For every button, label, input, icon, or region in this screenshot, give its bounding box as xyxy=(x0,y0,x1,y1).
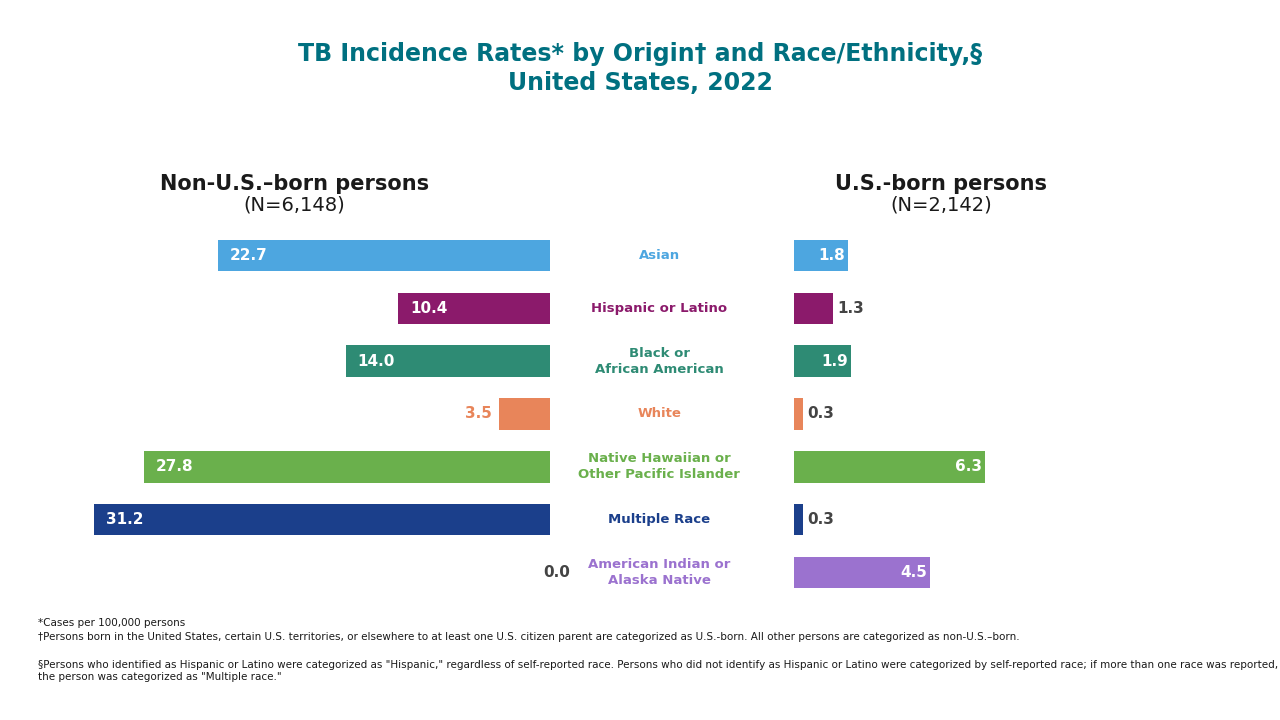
Text: 0.0: 0.0 xyxy=(543,565,570,580)
Text: Native Hawaiian or
Other Pacific Islander: Native Hawaiian or Other Pacific Islande… xyxy=(579,452,740,481)
Text: 31.2: 31.2 xyxy=(106,512,143,527)
Text: 3.5: 3.5 xyxy=(465,407,492,421)
Text: 1.9: 1.9 xyxy=(822,354,849,369)
Text: 1.3: 1.3 xyxy=(837,301,864,316)
Text: Non-U.S.–born persons: Non-U.S.–born persons xyxy=(160,174,429,194)
Text: U.S.-born persons: U.S.-born persons xyxy=(835,174,1047,194)
Text: TB Incidence Rates* by Origin† and Race/Ethnicity,§: TB Incidence Rates* by Origin† and Race/… xyxy=(298,42,982,66)
Bar xyxy=(794,451,986,482)
Bar xyxy=(794,292,833,324)
Bar xyxy=(398,292,550,324)
Bar xyxy=(93,504,550,536)
Text: 0.3: 0.3 xyxy=(808,512,835,527)
Text: 14.0: 14.0 xyxy=(357,354,394,369)
Bar xyxy=(794,504,803,536)
Text: Multiple Race: Multiple Race xyxy=(608,513,710,526)
Text: Asian: Asian xyxy=(639,249,680,262)
Bar xyxy=(794,240,849,271)
Text: Black or
African American: Black or African American xyxy=(595,347,723,376)
Text: American Indian or
Alaska Native: American Indian or Alaska Native xyxy=(588,558,731,587)
Text: §Persons who identified as Hispanic or Latino were categorized as "Hispanic," re: §Persons who identified as Hispanic or L… xyxy=(38,660,1279,682)
Text: 6.3: 6.3 xyxy=(955,459,982,474)
Text: 4.5: 4.5 xyxy=(901,565,928,580)
Text: 27.8: 27.8 xyxy=(155,459,193,474)
Bar xyxy=(794,346,851,377)
Text: United States, 2022: United States, 2022 xyxy=(508,71,772,95)
Text: †Persons born in the United States, certain U.S. territories, or elsewhere to at: †Persons born in the United States, cert… xyxy=(38,632,1020,642)
Text: 10.4: 10.4 xyxy=(410,301,447,316)
Text: 0.3: 0.3 xyxy=(808,407,835,421)
Text: Hispanic or Latino: Hispanic or Latino xyxy=(591,302,727,315)
Bar xyxy=(499,398,550,430)
Text: *Cases per 100,000 persons: *Cases per 100,000 persons xyxy=(38,618,186,628)
Text: 1.8: 1.8 xyxy=(818,248,845,263)
Bar xyxy=(794,398,803,430)
Bar xyxy=(794,557,931,588)
Text: (N=2,142): (N=2,142) xyxy=(890,196,992,215)
Bar xyxy=(143,451,550,482)
Bar xyxy=(219,240,550,271)
Text: White: White xyxy=(637,408,681,420)
Bar xyxy=(346,346,550,377)
Text: 22.7: 22.7 xyxy=(230,248,268,263)
Text: (N=6,148): (N=6,148) xyxy=(243,196,346,215)
